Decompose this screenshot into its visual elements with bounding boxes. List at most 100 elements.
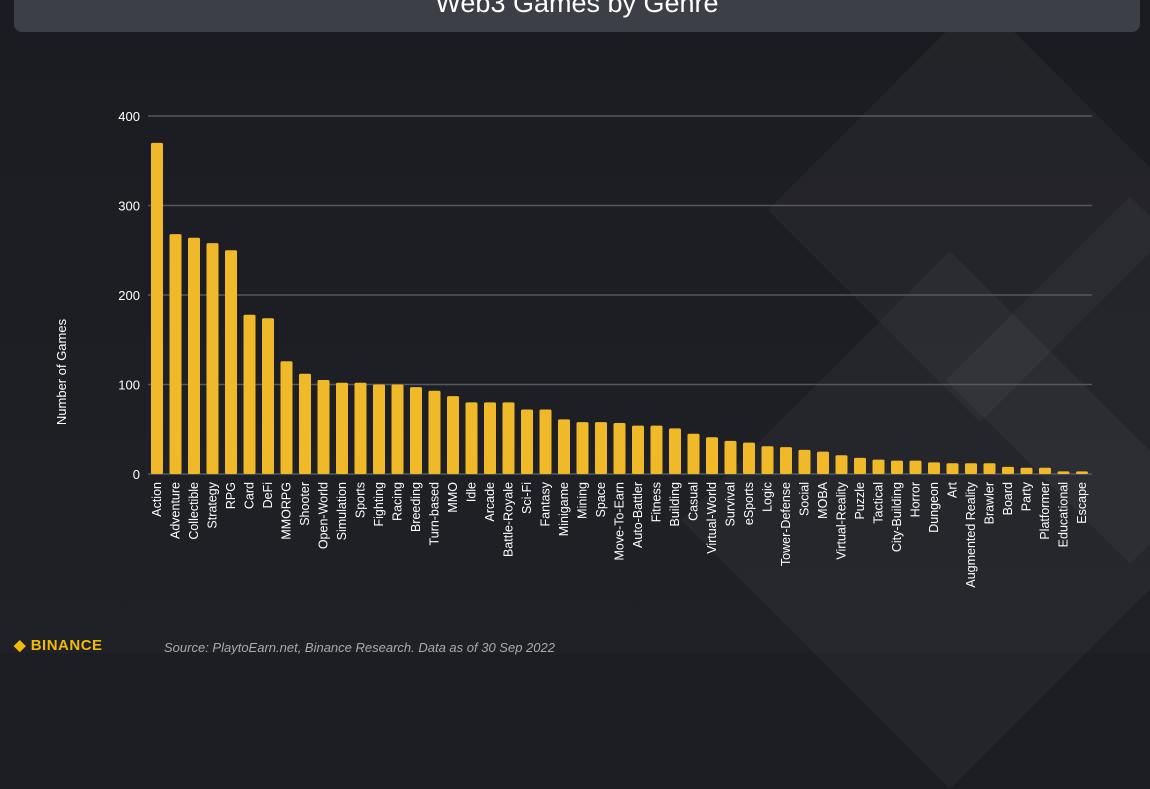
x-tick-label: Horror <box>909 482 923 517</box>
logo-text: BINANCE <box>30 637 103 654</box>
bar <box>817 451 829 474</box>
bar <box>909 460 922 474</box>
chart-title: Web3 Games by Genre <box>435 0 719 18</box>
bar <box>188 237 200 474</box>
bar <box>502 402 515 474</box>
x-tick-label: Collectible <box>187 482 201 540</box>
x-tick-label: Action <box>150 482 164 517</box>
x-tick-label: Fighting <box>372 482 386 527</box>
source-note: Source: PlaytoEarn.net, Binance Research… <box>164 640 555 655</box>
x-tick-label: Survival <box>724 482 738 526</box>
x-tick-label: Educational <box>1057 482 1071 547</box>
bar <box>1039 467 1051 474</box>
y-tick-label: 300 <box>118 199 140 214</box>
x-tick-label: Space <box>594 482 608 517</box>
x-tick-label: Adventure <box>169 482 183 539</box>
x-tick-label: Open-World <box>317 482 331 549</box>
bar <box>373 384 385 474</box>
x-tick-label: Art <box>946 481 960 498</box>
x-tick-label: RPG <box>224 482 238 509</box>
bar <box>965 463 977 474</box>
bar <box>391 384 404 474</box>
x-tick-label: Move-To-Earn <box>613 482 627 561</box>
x-tick-label: Breeding <box>409 482 423 532</box>
x-tick-label: Tactical <box>872 482 886 524</box>
bar <box>521 409 533 474</box>
x-tick-label: Shooter <box>298 482 312 526</box>
x-tick-label: DeFi <box>261 482 275 508</box>
bar <box>576 422 589 474</box>
bar <box>280 361 293 474</box>
x-tick-label: Battle-Royale <box>502 482 516 557</box>
bar <box>595 422 607 474</box>
x-tick-label: Mining <box>576 482 590 519</box>
x-tick-label: Platformer <box>1038 482 1052 540</box>
title-bar: Web3 Games by Genre <box>14 0 1140 32</box>
bar <box>558 419 570 474</box>
bar <box>650 425 663 474</box>
y-tick-label: 400 <box>118 109 140 124</box>
bar <box>854 457 866 474</box>
bar <box>262 318 274 474</box>
bar <box>669 428 681 474</box>
x-tick-label: Board <box>1001 482 1015 515</box>
bar <box>1020 467 1033 474</box>
bar <box>891 460 903 474</box>
bar <box>613 422 626 474</box>
x-tick-label: Auto-Battler <box>631 482 645 548</box>
bar-chart: 0 100 200 300 400 Number of Games Action Advent… <box>54 109 1092 588</box>
bar <box>539 409 552 474</box>
x-tick-label: Arcade <box>483 482 497 522</box>
bar <box>1076 471 1088 474</box>
bar <box>928 462 940 474</box>
bar <box>983 463 996 474</box>
x-tick-label: Fantasy <box>539 481 553 526</box>
x-tick-label: MMORPG <box>280 482 294 540</box>
bar <box>835 455 848 474</box>
bar <box>780 447 792 474</box>
x-tick-label: Brawler <box>983 482 997 524</box>
bar <box>243 314 256 474</box>
x-tick-label: Turn-based <box>428 482 442 546</box>
x-tick-label: Party <box>1020 481 1034 511</box>
bar <box>724 440 737 474</box>
bar <box>317 380 330 474</box>
x-tick-label: Fitness <box>650 482 664 522</box>
x-tick-label: Minigame <box>557 482 571 536</box>
x-tick-label: Tower-Defense <box>779 482 793 566</box>
bar <box>465 402 478 474</box>
y-tick-label: 0 <box>133 467 140 482</box>
y-tick-label: 200 <box>118 288 140 303</box>
bar <box>410 387 422 474</box>
x-tick-label: Simulation <box>335 482 349 540</box>
bar <box>354 382 367 474</box>
x-tick-label: eSports <box>742 482 756 525</box>
x-tick-label: MOBA <box>816 481 830 518</box>
x-tick-label: Racing <box>391 482 405 521</box>
bar <box>872 459 885 474</box>
bar <box>336 382 348 474</box>
bar <box>632 425 644 474</box>
bar <box>428 390 441 474</box>
bar <box>447 396 459 474</box>
bar <box>206 243 219 474</box>
bar <box>484 402 496 474</box>
x-tick-label: Logic <box>761 482 775 512</box>
x-tick-label: Casual <box>687 482 701 521</box>
bar <box>169 234 182 474</box>
x-tick-label: Sci-Fi <box>520 482 534 514</box>
x-tick-label: Dungeon <box>927 482 941 533</box>
x-tick-label: Building <box>668 482 682 527</box>
bar <box>299 373 311 474</box>
x-tick-label: Sports <box>354 482 368 518</box>
x-tick-label: MMO <box>446 482 460 513</box>
bar <box>225 250 237 474</box>
bar <box>761 446 774 474</box>
x-tick-label: Virtual-World <box>705 482 719 554</box>
x-tick-label: Idle <box>465 482 479 502</box>
y-axis-label: Number of Games <box>54 318 69 425</box>
bar <box>687 433 700 474</box>
bar <box>706 437 718 474</box>
x-tick-label: Augmented Reality <box>964 481 978 587</box>
x-tick-label: Virtual-Reality <box>835 481 849 559</box>
